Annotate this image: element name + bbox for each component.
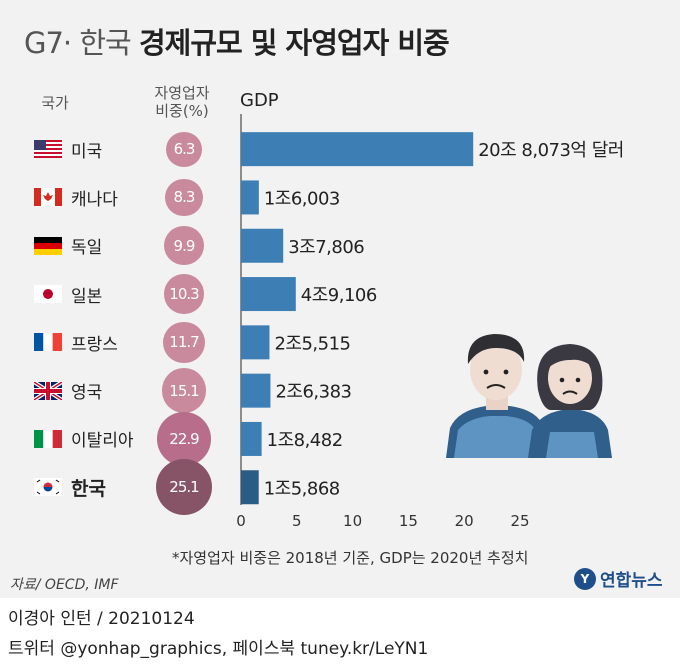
people-illustration (446, 334, 612, 458)
us-flag-icon (34, 140, 62, 159)
gdp-value-label: 1조8,482 (267, 430, 343, 451)
country-row: 한국 (34, 472, 106, 502)
country-row: 이탈리아 (34, 424, 134, 454)
gdp-value-label: 3조7,806 (288, 237, 364, 258)
country-row: 미국 (34, 134, 102, 164)
korea-flag-icon (34, 478, 62, 497)
country-name: 독일 (71, 238, 103, 259)
country-row: 일본 (34, 279, 102, 309)
country-name: 영국 (71, 383, 103, 404)
credit-social: 트위터 @yonhap_graphics, 페이스북 tuney.kr/LeYN… (8, 639, 429, 659)
header-country: 국가 (41, 94, 69, 112)
logo-text: 연합뉴스 (600, 571, 663, 591)
self-employed-bubble: 22.9 (157, 412, 211, 466)
country-row: 캐나다 (34, 182, 118, 212)
self-employed-bubble: 8.3 (165, 178, 203, 217)
gdp-bar (241, 421, 262, 456)
x-tick-label: 5 (292, 512, 302, 530)
country-name: 미국 (71, 141, 103, 162)
country-row: 독일 (34, 231, 102, 261)
gdp-value-label: 2조5,515 (274, 333, 350, 354)
title-prefix: G7· 한국 (24, 26, 132, 60)
self-employed-bubble: 11.7 (163, 321, 205, 363)
gdp-value-label: 1조6,003 (264, 188, 340, 209)
title-main: 경제규모 및 자영업자 비중 (138, 26, 450, 60)
country-name: 이탈리아 (71, 431, 134, 452)
self-employed-bubble: 25.1 (156, 459, 212, 516)
country-name: 프랑스 (71, 334, 118, 355)
x-tick-label: 25 (510, 512, 529, 530)
italy-flag-icon (34, 429, 62, 448)
self-employed-bubble: 6.3 (166, 131, 202, 167)
france-flag-icon (34, 333, 62, 352)
chart-title: G7· 한국 경제규모 및 자영업자 비중 (24, 20, 450, 62)
credit-area (0, 598, 680, 670)
country-name: 캐나다 (71, 189, 118, 210)
gdp-value-label: 2조6,383 (275, 382, 351, 403)
gdp-bar (241, 373, 271, 408)
yonhap-logo: Y 연합뉴스 (574, 566, 663, 591)
gdp-bar-chart: 20조 8,073억 달러 1조6,003 3조7,806 4조9,106 2조5,51… (236, 114, 624, 530)
credit-author-date: 이경아 인턴 / 20210124 (8, 609, 195, 629)
gdp-value-label: 1조5,868 (264, 478, 340, 499)
x-tick-label: 0 (236, 512, 246, 530)
germany-flag-icon (34, 236, 62, 255)
gdp-value-label: 4조9,106 (301, 285, 377, 306)
gdp-bar (241, 277, 296, 312)
x-tick-label: 15 (399, 512, 418, 530)
footnote: *자영업자 비중은 2018년 기준, GDP는 2020년 추정치 (172, 549, 529, 567)
source-text: 자료/ OECD, IMF (10, 577, 119, 593)
header-self-employed: 자영업자 비중(%) (154, 84, 210, 120)
country-row: 프랑스 (34, 327, 118, 357)
gdp-value-label: 20조 8,073억 달러 (478, 140, 624, 161)
country-name: 한국 (71, 477, 106, 500)
header-gdp: GDP (240, 90, 279, 111)
gdp-bar (241, 325, 270, 360)
x-tick-label: 10 (343, 512, 362, 530)
japan-flag-icon (34, 285, 62, 304)
self-employed-bubble: 15.1 (161, 368, 207, 414)
canada-flag-icon (34, 188, 62, 207)
x-tick-label: 20 (455, 512, 474, 530)
self-employed-bubble: 10.3 (164, 274, 204, 314)
country-name: 일본 (71, 286, 103, 307)
uk-flag-icon (32, 379, 64, 402)
gdp-bar (241, 228, 284, 263)
gdp-bar (241, 180, 259, 215)
logo-icon: Y (574, 567, 596, 590)
gdp-bar (241, 470, 259, 505)
country-row: 영국 (32, 376, 103, 406)
gdp-bar (241, 132, 474, 167)
self-employed-bubble: 9.9 (164, 226, 204, 266)
